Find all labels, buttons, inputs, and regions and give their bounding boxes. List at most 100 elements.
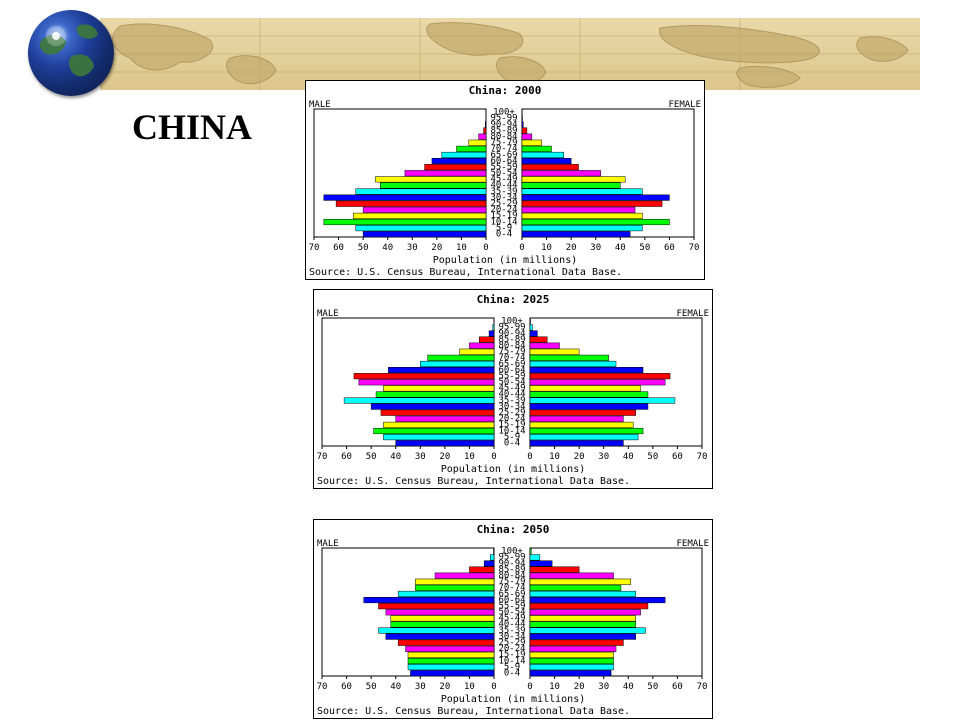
male-bar (358, 379, 495, 386)
female-bar (529, 360, 617, 368)
male-tick-label: 70 (317, 452, 328, 462)
male-bar (383, 385, 495, 392)
female-bar (529, 578, 631, 585)
world-map-graphic (100, 18, 920, 90)
male-bar (363, 597, 495, 604)
male-bar (385, 609, 495, 616)
female-bar (529, 427, 644, 435)
female-bar (529, 373, 671, 380)
age-label: 25-29 (490, 199, 517, 209)
female-bar (529, 348, 580, 355)
age-label: 75-79 (490, 138, 517, 148)
female-tick-label: 30 (590, 243, 601, 253)
male-bar (355, 225, 487, 232)
male-bar (395, 440, 495, 447)
age-label: 40-44 (490, 181, 517, 191)
age-label: 0-4 (504, 439, 520, 449)
female-tick-label: 30 (598, 452, 609, 462)
male-tick-label: 10 (456, 243, 467, 253)
male-tick-label: 30 (407, 243, 418, 253)
male-bar (395, 415, 495, 422)
female-bar (529, 354, 609, 361)
male-tick-label: 30 (415, 682, 426, 692)
female-tick-label: 60 (672, 452, 683, 462)
age-label: 75-79 (498, 577, 525, 587)
female-tick-label: 0 (527, 452, 532, 462)
age-label: 45-49 (490, 175, 517, 185)
age-label: 35-39 (498, 626, 525, 636)
female-bar (521, 145, 552, 152)
male-tick-label: 10 (464, 682, 475, 692)
female-tick-label: 0 (519, 243, 524, 253)
female-bar (529, 615, 636, 622)
age-label: 40-44 (498, 620, 525, 630)
female-bar (529, 415, 624, 422)
x-axis-label: Population (in millions) (441, 694, 586, 705)
male-bar (456, 145, 487, 152)
age-label: 60-64 (490, 156, 517, 166)
male-bar (441, 151, 487, 159)
male-bar (323, 194, 487, 201)
male-bar (383, 421, 495, 428)
male-tick-label: 70 (317, 682, 328, 692)
male-bar (405, 645, 495, 652)
male-bar (415, 578, 495, 585)
age-label: 90-94 (490, 120, 517, 130)
female-bar (529, 664, 614, 671)
male-bar (390, 615, 495, 622)
male-bar (488, 330, 495, 337)
age-label: 70-74 (490, 144, 517, 154)
female-bar (529, 572, 614, 579)
male-bar (335, 200, 487, 207)
male-tick-label: 40 (390, 682, 401, 692)
female-bar (529, 409, 636, 416)
age-label: 65-69 (490, 150, 517, 160)
age-label: 45-49 (498, 384, 525, 394)
male-bar (397, 639, 495, 646)
pyramid-chart-2050: China: 2050 MALE FEMALE Population (in m… (313, 519, 713, 719)
map-banner (100, 18, 920, 90)
male-bar (478, 133, 487, 140)
female-bar (521, 206, 636, 213)
age-label: 95-99 (490, 114, 517, 124)
male-bar (492, 324, 495, 331)
age-label: 0-4 (496, 230, 512, 240)
female-bar (529, 336, 548, 343)
male-tick-label: 40 (390, 452, 401, 462)
age-label: 80-84 (490, 132, 517, 142)
female-bar (521, 231, 631, 238)
male-label: MALE (317, 539, 339, 549)
male-label: MALE (309, 100, 331, 110)
female-tick-label: 10 (549, 682, 560, 692)
female-label: FEMALE (676, 539, 709, 549)
female-tick-label: 50 (647, 452, 658, 462)
age-label: 100+ (501, 547, 523, 557)
male-label: MALE (317, 309, 339, 319)
female-tick-label: 20 (574, 452, 585, 462)
female-tick-label: 50 (647, 682, 658, 692)
male-tick-label: 40 (382, 243, 393, 253)
female-bar (529, 397, 676, 404)
female-bar (529, 391, 649, 398)
female-bar (529, 627, 646, 634)
male-bar (362, 206, 487, 213)
female-bar (521, 151, 565, 159)
source-note: Source: U.S. Census Bureau, Internationa… (317, 706, 630, 717)
age-label: 80-84 (498, 571, 525, 581)
age-label: 25-29 (498, 408, 525, 418)
age-label: 5-9 (496, 223, 512, 233)
female-bar (521, 164, 579, 171)
female-tick-label: 70 (689, 243, 700, 253)
female-tick-label: 50 (639, 243, 650, 253)
female-bar (529, 603, 649, 610)
male-bar (407, 651, 495, 658)
female-bar (521, 200, 663, 207)
male-bar (355, 188, 487, 195)
age-label: 85-89 (498, 565, 525, 575)
female-bar (529, 584, 622, 591)
male-bar (385, 633, 495, 640)
male-bar (424, 164, 487, 171)
pyramid-chart-2000: China: 2000 MALE FEMALE Population (in m… (305, 80, 705, 280)
age-label: 45-49 (498, 614, 525, 624)
age-label: 25-29 (498, 638, 525, 648)
